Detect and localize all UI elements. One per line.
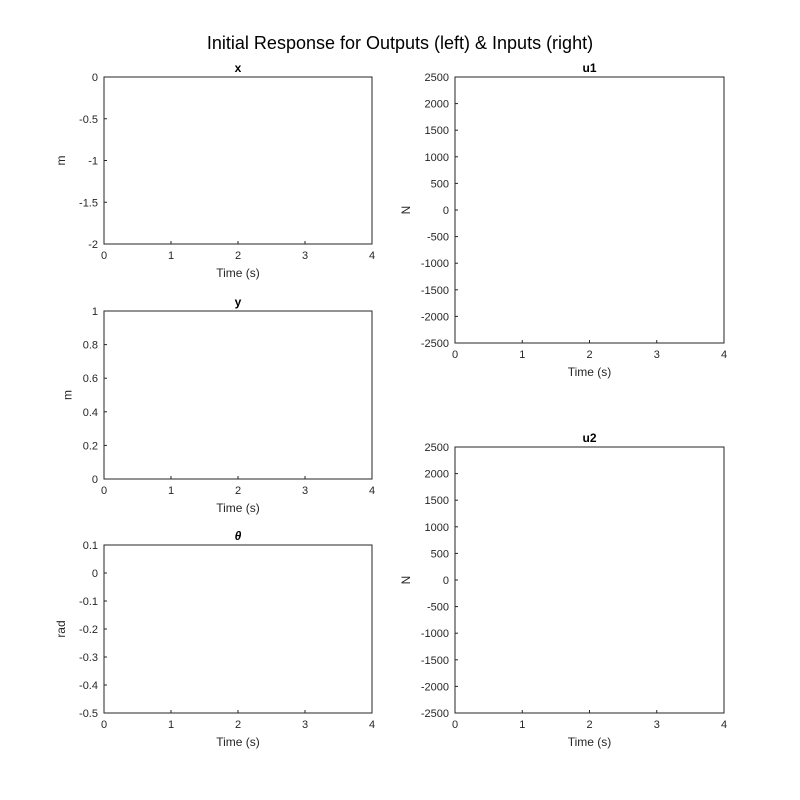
figure-title: Initial Response for Outputs (left) & In… — [207, 33, 593, 53]
y-tick-label: 1000 — [425, 522, 449, 534]
y-tick-label: 2500 — [425, 442, 449, 454]
y-tick-label: 2500 — [425, 72, 449, 84]
y-tick-label: -0.1 — [79, 596, 98, 608]
y-tick-label: 0 — [92, 72, 98, 84]
x-tick-label: 0 — [452, 349, 458, 361]
y-tick-label: -1000 — [421, 628, 449, 640]
axes-title-u1: u1 — [582, 61, 596, 75]
axes-y: 0 1 2 3 4 0 0.2 0.4 0.6 0.8 1 y Time (s) m — [60, 295, 375, 515]
x-axis-label-theta: Time (s) — [216, 735, 260, 749]
y-tick-label: -2500 — [421, 338, 449, 350]
axes-frame-u1 — [454, 76, 725, 344]
axes-title-x: x — [235, 61, 242, 75]
x-tick-label: 2 — [586, 349, 592, 361]
y-tick-label: 0 — [92, 474, 98, 486]
y-axis-label-x: m — [54, 156, 68, 166]
y-tick-label: 2000 — [425, 99, 449, 111]
x-tick-label: 4 — [369, 485, 375, 497]
x-axis-label-u2: Time (s) — [568, 735, 612, 749]
x-tick-label: 3 — [302, 250, 308, 262]
x-tick-label: 3 — [654, 719, 660, 731]
x-tick-label: 0 — [101, 485, 107, 497]
x-tick-label: 1 — [519, 349, 525, 361]
y-tick-label: 0.2 — [83, 440, 98, 452]
axes-frame-u2 — [454, 446, 725, 714]
y-tick-label: 1500 — [425, 125, 449, 137]
y-tick-label: -1500 — [421, 285, 449, 297]
x-tick-label: 3 — [302, 485, 308, 497]
y-tick-label: 0 — [443, 205, 449, 217]
y-tick-label: -500 — [427, 602, 449, 614]
axes-x: 0 1 2 3 4 -2 -1.5 -1 -0.5 0 x Time (s) m — [54, 61, 375, 280]
y-tick-label: 1 — [92, 306, 98, 318]
y-tick-label: 0 — [92, 568, 98, 580]
x-tick-label: 2 — [235, 485, 241, 497]
x-tick-label: 2 — [235, 250, 241, 262]
y-tick-label: 1000 — [425, 152, 449, 164]
y-tick-label: -1500 — [421, 655, 449, 667]
x-tick-label: 1 — [519, 719, 525, 731]
y-tick-label: -500 — [427, 232, 449, 244]
axes-title-theta: θ — [235, 529, 242, 543]
axes-frame-x — [103, 76, 373, 245]
x-tick-label: 0 — [452, 719, 458, 731]
x-tick-label: 4 — [721, 719, 727, 731]
y-tick-label: -1 — [88, 156, 98, 168]
x-axis-label-y: Time (s) — [216, 501, 260, 515]
y-tick-label: -2000 — [421, 311, 449, 323]
x-tick-label: 3 — [302, 719, 308, 731]
y-tick-label: 0.4 — [83, 407, 98, 419]
y-tick-label: -1.5 — [79, 197, 98, 209]
y-tick-label: -0.2 — [79, 624, 98, 636]
y-tick-label: -1000 — [421, 258, 449, 270]
axes-title-u2: u2 — [582, 431, 596, 445]
x-axis-label-x: Time (s) — [216, 266, 260, 280]
y-tick-label: 0 — [443, 575, 449, 587]
axes-u2: 0 1 2 3 4 -2500 -2000 -1500 -1000 -500 0 500 1000 150… — [399, 431, 727, 749]
y-tick-label: -2 — [88, 239, 98, 251]
y-tick-label: 500 — [431, 548, 449, 560]
x-tick-label: 1 — [168, 719, 174, 731]
y-tick-label: -0.4 — [79, 680, 98, 692]
x-tick-label: 1 — [168, 485, 174, 497]
y-tick-label: -2000 — [421, 681, 449, 693]
y-tick-label: 500 — [431, 178, 449, 190]
axes-theta: 0 1 2 3 4 -0.5 -0.4 -0.3 -0.2 -0.1 0 0.1 θ Time (s) ra… — [54, 529, 375, 749]
y-axis-label-y: m — [60, 390, 74, 400]
axes-u1: 0 1 2 3 4 -2500 -2000 -1500 -1000 -500 0 500 1000 150… — [399, 61, 727, 379]
y-tick-label: -0.3 — [79, 652, 98, 664]
x-tick-label: 4 — [369, 719, 375, 731]
x-axis-label-u1: Time (s) — [568, 365, 612, 379]
y-tick-label: -0.5 — [79, 708, 98, 720]
y-axis-label-u2: N — [399, 576, 413, 585]
y-tick-label: -2500 — [421, 708, 449, 720]
y-tick-label: 1500 — [425, 495, 449, 507]
y-tick-label: 0.8 — [83, 340, 98, 352]
x-tick-label: 1 — [168, 250, 174, 262]
y-axis-label-u1: N — [399, 206, 413, 215]
x-tick-label: 4 — [369, 250, 375, 262]
y-tick-label: 2000 — [425, 469, 449, 481]
axes-title-y: y — [235, 295, 242, 309]
x-tick-label: 0 — [101, 719, 107, 731]
axes-frame-theta — [103, 544, 373, 714]
y-axis-label-theta: rad — [54, 620, 68, 637]
axes-frame-y — [103, 310, 373, 480]
y-tick-label: -0.5 — [79, 114, 98, 126]
x-tick-label: 0 — [101, 250, 107, 262]
x-tick-label: 2 — [235, 719, 241, 731]
y-tick-label: 0.1 — [83, 540, 98, 552]
x-tick-label: 4 — [721, 349, 727, 361]
x-tick-label: 2 — [586, 719, 592, 731]
y-tick-label: 0.6 — [83, 373, 98, 385]
x-tick-label: 3 — [654, 349, 660, 361]
